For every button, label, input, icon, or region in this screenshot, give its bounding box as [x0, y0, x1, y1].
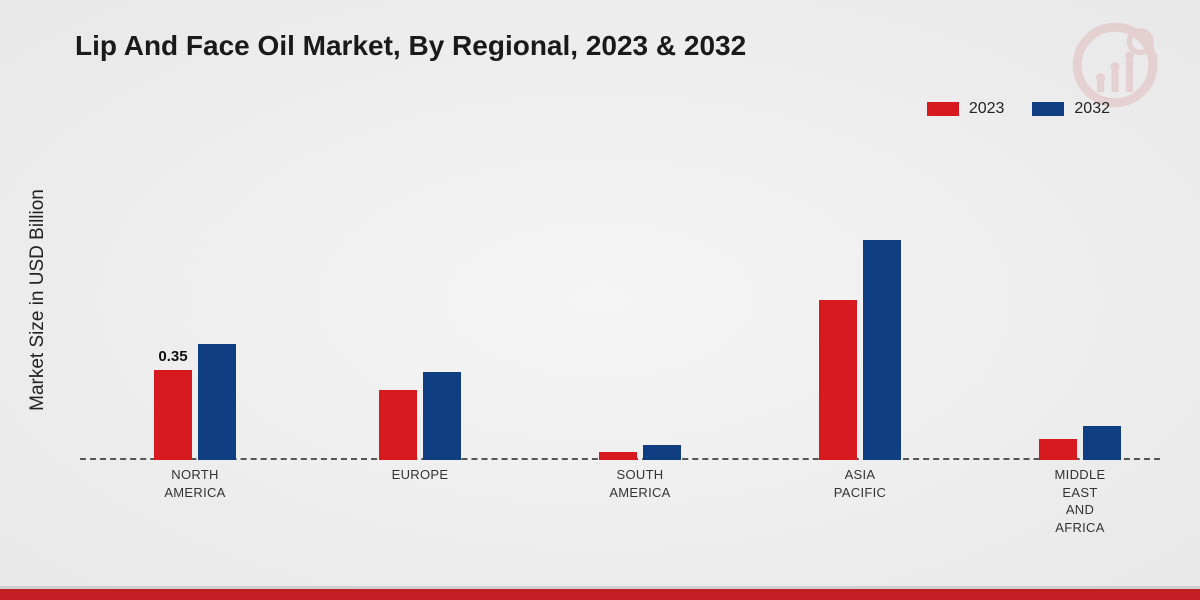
bar [198, 344, 236, 460]
plot-area: 0.35 [80, 150, 1160, 460]
watermark-logo-icon [1070, 20, 1160, 110]
legend-label-2032: 2032 [1074, 100, 1110, 118]
legend-label-2023: 2023 [969, 100, 1005, 118]
bar-group: 0.35 [125, 344, 265, 460]
y-axis-label: Market Size in USD Billion [27, 189, 49, 411]
legend-swatch-2023 [927, 102, 959, 116]
footer-accent-bar [0, 586, 1200, 600]
bar [599, 452, 637, 460]
bar [863, 240, 901, 460]
x-axis-category-label: MIDDLEEASTANDAFRICA [1010, 466, 1150, 536]
x-axis-category-label: ASIAPACIFIC [790, 466, 930, 501]
bar [1039, 439, 1077, 460]
chart-page: Lip And Face Oil Market, By Regional, 20… [0, 0, 1200, 600]
bar-group [570, 445, 710, 461]
bar-group [1010, 426, 1150, 460]
bar [1083, 426, 1121, 460]
bar [643, 445, 681, 461]
chart-title: Lip And Face Oil Market, By Regional, 20… [75, 30, 746, 62]
x-axis-category-label: EUROPE [350, 466, 490, 484]
legend-swatch-2032 [1032, 102, 1064, 116]
legend: 2023 2032 [927, 100, 1110, 118]
bar-value-label: 0.35 [158, 348, 187, 365]
bar [379, 390, 417, 460]
bar: 0.35 [154, 370, 192, 460]
legend-item-2023: 2023 [927, 100, 1005, 118]
x-axis-category-label: SOUTHAMERICA [570, 466, 710, 501]
bar [423, 372, 461, 460]
bar [819, 300, 857, 460]
bar-group [790, 240, 930, 460]
legend-item-2032: 2032 [1032, 100, 1110, 118]
bar-group [350, 372, 490, 460]
x-axis-category-label: NORTHAMERICA [125, 466, 265, 501]
